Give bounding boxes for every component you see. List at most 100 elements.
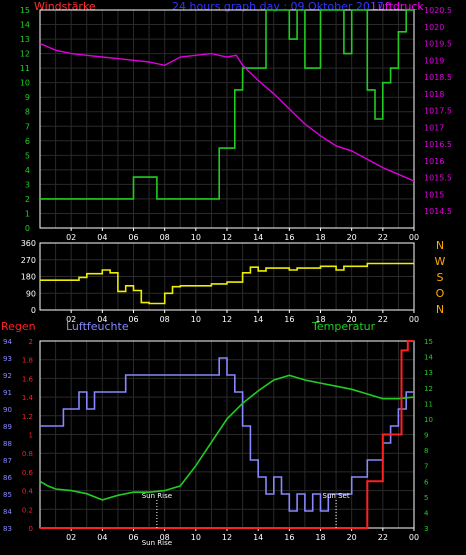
temperature-tick-label: 5 bbox=[424, 494, 428, 502]
pressure-series-line bbox=[39, 42, 415, 182]
top-xtick-label: 02 bbox=[66, 233, 76, 242]
humidity-tick-label: 86 bbox=[3, 474, 12, 482]
humidity-tick-label: 85 bbox=[3, 491, 12, 499]
temperature-tick-label: 6 bbox=[424, 478, 429, 486]
bot-xtick-label: 22 bbox=[378, 533, 388, 542]
bot-xtick-label: 02 bbox=[66, 533, 76, 542]
humidity-tick-label: 84 bbox=[3, 508, 12, 516]
bot-xtick-label: 04 bbox=[97, 533, 107, 542]
top-xtick-label: 00 bbox=[409, 233, 419, 242]
wind-tick-label: 11 bbox=[20, 64, 30, 73]
humidity-tick-label: 87 bbox=[3, 457, 12, 465]
rain-tick-label: 1.2 bbox=[22, 413, 33, 421]
top-xtick-label: 06 bbox=[128, 233, 138, 242]
rain-tick-label: 0 bbox=[29, 525, 33, 533]
temperature-tick-label: 13 bbox=[424, 369, 433, 377]
temperature-series-line bbox=[39, 374, 415, 501]
top-xtick-label: 04 bbox=[97, 233, 107, 242]
pressure-tick-label: 1019 bbox=[424, 56, 444, 65]
humidity-tick-label: 88 bbox=[3, 440, 12, 448]
pressure-tick-label: 1014.5 bbox=[424, 207, 452, 216]
mid-frame bbox=[39, 242, 415, 311]
top-xtick-label: 22 bbox=[378, 233, 388, 242]
compass-label-0: N bbox=[436, 239, 444, 252]
temperatur-label: Temperatur bbox=[311, 320, 376, 333]
wind-tick-label: 9 bbox=[25, 93, 30, 102]
mid-xtick-label: 08 bbox=[160, 315, 170, 324]
wind-tick-label: 1 bbox=[25, 209, 30, 218]
regen-label: Regen bbox=[1, 320, 36, 333]
temperature-tick-label: 11 bbox=[424, 400, 433, 408]
temperature-tick-label: 15 bbox=[424, 338, 433, 346]
wind-tick-label: 2 bbox=[25, 195, 30, 204]
bot-xtick-label: 00 bbox=[409, 533, 419, 542]
pressure-tick-label: 1016.5 bbox=[424, 140, 452, 149]
rain-tick-label: 1.6 bbox=[22, 375, 34, 383]
mid-xtick-label: 02 bbox=[66, 315, 76, 324]
temperature-tick-label: 7 bbox=[424, 463, 428, 471]
wind-tick-label: 4 bbox=[25, 166, 30, 175]
temperature-tick-label: 14 bbox=[424, 354, 433, 362]
mid-xtick-label: 04 bbox=[97, 315, 107, 324]
bot-xtick-label: 14 bbox=[253, 533, 263, 542]
wind-tick-label: 12 bbox=[20, 50, 30, 59]
temperature-tick-label: 10 bbox=[424, 416, 433, 424]
temperature-tick-label: 9 bbox=[424, 432, 428, 440]
wind-tick-label: 15 bbox=[20, 6, 30, 15]
pressure-tick-label: 1020 bbox=[424, 23, 444, 32]
rain-tick-label: 0.4 bbox=[22, 488, 34, 496]
rain-series-line bbox=[40, 340, 414, 529]
mid-xtick-label: 10 bbox=[191, 315, 201, 324]
humidity-tick-label: 93 bbox=[3, 355, 12, 363]
bot-xtick-label: 10 bbox=[191, 533, 201, 542]
wind-tick-label: 8 bbox=[25, 108, 30, 117]
mid-xtick-label: 12 bbox=[222, 315, 232, 324]
temperature-tick-label: 4 bbox=[424, 509, 429, 517]
humidity-tick-label: 92 bbox=[3, 372, 12, 380]
wind-tick-label: 0 bbox=[25, 224, 30, 233]
humidity-tick-label: 89 bbox=[3, 423, 12, 431]
top-xtick-label: 18 bbox=[315, 233, 325, 242]
pressure-tick-label: 1017 bbox=[424, 123, 444, 132]
direction-tick-label: 0 bbox=[31, 306, 36, 315]
temperature-tick-label: 8 bbox=[424, 447, 428, 455]
pressure-tick-label: 1016 bbox=[424, 157, 444, 166]
bot-xtick-label: 20 bbox=[347, 533, 357, 542]
wind-tick-label: 13 bbox=[20, 35, 30, 44]
bot-xtick-label: 08 bbox=[160, 533, 170, 542]
pressure-tick-label: 1019.5 bbox=[424, 40, 452, 49]
compass-label-1: W bbox=[435, 255, 446, 268]
humidity-tick-label: 91 bbox=[3, 389, 12, 397]
top-xtick-label: 12 bbox=[222, 233, 232, 242]
pressure-tick-label: 1015.5 bbox=[424, 174, 452, 183]
pressure-tick-label: 1017.5 bbox=[424, 107, 452, 116]
direction-tick-label: 180 bbox=[21, 273, 36, 282]
sunrise-axis-label: Sun Rise bbox=[142, 539, 172, 547]
bot-xtick-label: 12 bbox=[222, 533, 232, 542]
rain-tick-label: 2 bbox=[29, 338, 33, 346]
compass-label-2: S bbox=[437, 271, 444, 284]
mid-xtick-label: 22 bbox=[378, 315, 388, 324]
rain-tick-label: 0.8 bbox=[22, 450, 33, 458]
direction-tick-label: 360 bbox=[21, 239, 36, 248]
wind-tick-label: 10 bbox=[20, 79, 30, 88]
direction-tick-label: 90 bbox=[26, 289, 36, 298]
temperature-tick-label: 12 bbox=[424, 385, 433, 393]
rain-tick-label: 0.6 bbox=[22, 469, 34, 477]
mid-xtick-label: 14 bbox=[253, 315, 263, 324]
compass-label-4: N bbox=[436, 303, 444, 316]
luftfeuchte-label: Luftfeuchte bbox=[66, 320, 129, 333]
wind-tick-label: 6 bbox=[25, 137, 30, 146]
bottom-panel: 02 04 06 08 10 12 14 16 18 20 22 0000.20.40.60.811.… bbox=[3, 338, 433, 547]
wind-series-line bbox=[40, 9, 414, 200]
sun-marker-label-1: Sun Set bbox=[323, 492, 350, 500]
rain-tick-label: 1 bbox=[29, 432, 33, 440]
wind-tick-label: 3 bbox=[25, 180, 30, 189]
humidity-tick-label: 83 bbox=[3, 525, 12, 533]
bot-xtick-label: 18 bbox=[315, 533, 325, 542]
humidity-tick-label: 90 bbox=[3, 406, 12, 414]
compass-label-3: O bbox=[436, 287, 445, 300]
wind-tick-label: 5 bbox=[25, 151, 30, 160]
temperature-tick-label: 3 bbox=[424, 525, 428, 533]
